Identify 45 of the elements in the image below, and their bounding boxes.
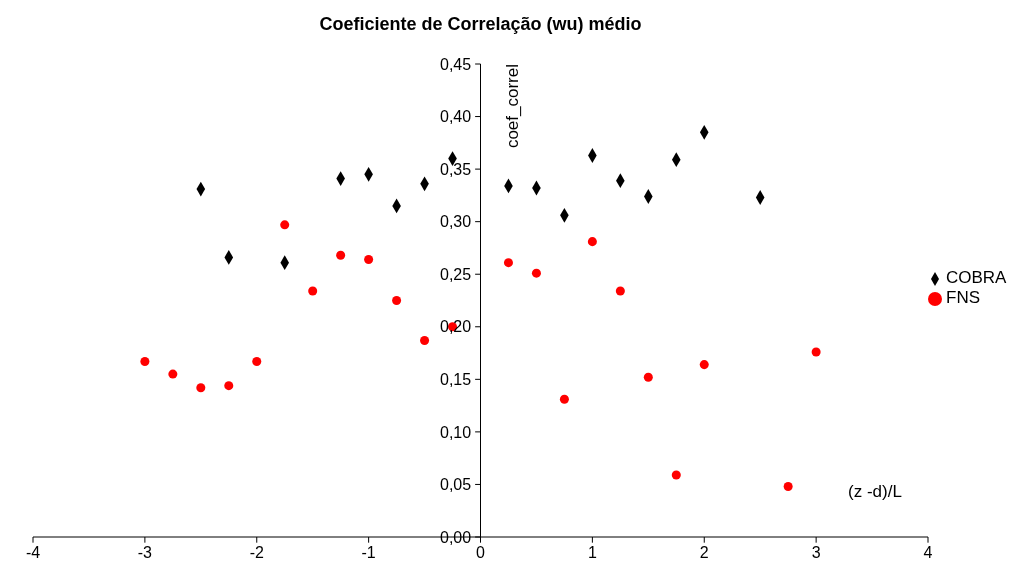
x-tick-label: 1: [587, 544, 597, 562]
x-tick-label: 3: [811, 544, 821, 562]
x-tick-label: -4: [25, 544, 41, 562]
point: [503, 258, 513, 268]
point: [671, 470, 681, 480]
chart-title: Coeficiente de Correlação (wu) médio: [318, 14, 643, 35]
y-tick-label: 0,10: [439, 423, 472, 441]
point: [587, 237, 597, 247]
point: [531, 268, 541, 278]
point: [392, 295, 402, 306]
x-tick-label: 4: [923, 544, 933, 562]
y-tick-label: 0,05: [439, 476, 472, 494]
x-tick-label: 2: [699, 544, 709, 562]
x-tick-label: -1: [361, 544, 376, 562]
legend-label: COBRA: [946, 268, 1007, 287]
point: [699, 360, 709, 370]
point: [643, 372, 653, 382]
x-tick-label: -2: [249, 544, 264, 562]
point: [615, 286, 625, 296]
point: [336, 250, 346, 260]
y-tick-label: 0,15: [439, 371, 472, 389]
point: [196, 383, 206, 393]
legend-label: FNS: [946, 288, 980, 307]
y-tick-label: 0,20: [439, 318, 472, 336]
y-tick-label: 0,40: [439, 108, 472, 126]
x-axis-title: (z -d)/L: [848, 482, 902, 502]
y-tick-label: 0,35: [439, 160, 472, 178]
point: [140, 356, 150, 366]
point: [168, 369, 178, 379]
point: [308, 286, 318, 296]
point: [559, 394, 569, 404]
point: [280, 220, 290, 230]
point: [420, 335, 430, 345]
point: [811, 347, 821, 357]
y-tick-label: 0,30: [439, 213, 472, 231]
y-tick-label: 0,45: [439, 55, 472, 73]
point: [252, 356, 262, 366]
point: [783, 482, 793, 492]
x-tick-label: -3: [137, 544, 153, 562]
point: [364, 255, 374, 265]
x-tick-label: 0: [476, 544, 486, 562]
y-tick-label: 0,25: [439, 265, 472, 283]
point: [224, 381, 234, 391]
y-axis-title: coef_correl: [502, 64, 523, 149]
y-tick-label: 0,00: [439, 528, 472, 546]
